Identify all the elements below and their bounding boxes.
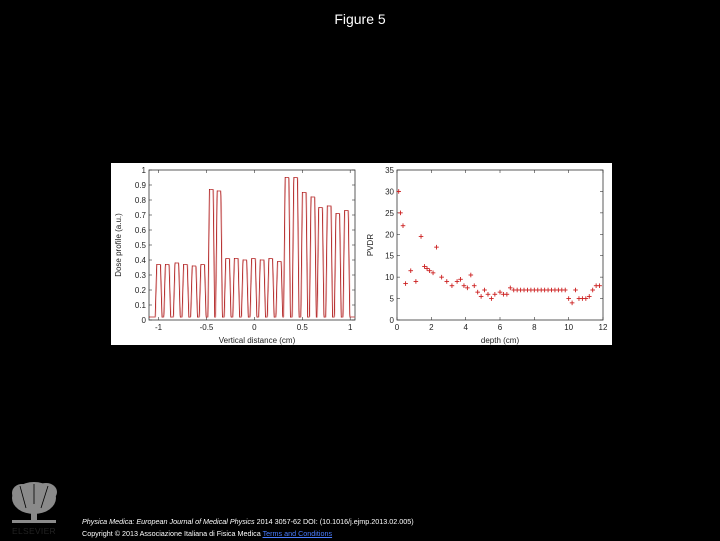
pvdr-point <box>566 296 571 301</box>
figure-panel: Dose profile (a.u.) Vertical distance (c… <box>111 163 612 345</box>
left-chart-ylabel: Dose profile (a.u.) <box>114 213 123 277</box>
chart1-xtick-label: 4 <box>463 323 468 332</box>
journal-name: Physica Medica: European Journal of Medi… <box>82 517 255 526</box>
pvdr-point <box>413 279 419 284</box>
pvdr-point <box>489 296 494 301</box>
pvdr-point <box>461 283 467 289</box>
pvdr-point <box>422 264 427 269</box>
pvdr-point <box>482 287 487 293</box>
chart1-xtick-label: 0 <box>395 323 400 332</box>
chart1-xtick-label: 10 <box>564 323 573 332</box>
chart1-ytick-label: 25 <box>385 209 394 218</box>
citation-text: 2014 3057-62 DOI: (10.1016/j.ejmp.2013.0… <box>254 517 414 526</box>
chart1-ytick-label: 20 <box>385 230 394 239</box>
terms-link[interactable]: Terms and Conditions <box>262 529 333 538</box>
pvdr-point <box>573 287 578 293</box>
pvdr-point <box>504 291 510 297</box>
chart0-ytick-label: 0.3 <box>135 271 147 280</box>
slide-title: Figure 5 <box>334 11 386 27</box>
chart1-ytick-label: 10 <box>385 273 394 282</box>
chart0-ytick-label: 0.9 <box>135 181 147 190</box>
chart0-ytick-label: 0.4 <box>135 256 147 265</box>
pvdr-point <box>430 270 436 276</box>
pvdr-point <box>590 287 595 293</box>
chart0-xtick-label: 1 <box>348 323 353 332</box>
elsevier-tree-icon: ELSEVIER <box>6 478 62 536</box>
chart0-xtick-label: -0.5 <box>200 323 214 332</box>
pvdr-point <box>434 244 439 250</box>
copyright-text: Copyright © 2013 Associazione Italiana d… <box>82 529 261 538</box>
pvdr-point <box>400 223 406 229</box>
pvdr-point <box>485 291 491 297</box>
pvdr-point <box>471 283 477 289</box>
chart0-ytick-label: 0 <box>142 316 147 325</box>
right-chart-xlabel: depth (cm) <box>481 336 520 345</box>
left-chart-xlabel: Vertical distance (cm) <box>219 336 296 345</box>
chart1-ytick-label: 5 <box>390 295 395 304</box>
footer: Physica Medica: European Journal of Medi… <box>82 516 414 540</box>
chart1-xtick-label: 2 <box>429 323 434 332</box>
chart1-ytick-label: 30 <box>385 187 394 196</box>
chart0-xtick-label: 0 <box>252 323 257 332</box>
pvdr-point <box>427 268 432 274</box>
pvdr-point <box>424 266 430 271</box>
pvdr-point <box>562 287 568 293</box>
dose-profile-line <box>149 177 355 318</box>
pvdr-point <box>583 296 589 301</box>
svg-text:ELSEVIER: ELSEVIER <box>12 526 56 536</box>
pvdr-point <box>396 189 402 194</box>
pvdr-point <box>597 283 602 289</box>
chart0-ytick-label: 0.7 <box>135 211 147 220</box>
chart0-xtick-label: -1 <box>155 323 163 332</box>
pvdr-point <box>492 291 498 297</box>
chart0-ytick-label: 0.8 <box>135 196 147 205</box>
elsevier-logo: ELSEVIER <box>6 478 62 536</box>
chart1-xtick-label: 12 <box>599 323 608 332</box>
pvdr-point <box>444 279 450 284</box>
chart1-ytick-label: 15 <box>385 252 394 261</box>
pvdr-point <box>439 274 444 280</box>
chart0-ytick-label: 1 <box>142 166 147 175</box>
right-chart-ylabel: PVDR <box>366 234 375 256</box>
chart0-xtick-label: 0.5 <box>297 323 309 332</box>
pvdr-point <box>418 234 424 239</box>
pvdr-point <box>449 283 455 289</box>
pvdr-point <box>569 300 575 306</box>
chart0-ytick-label: 0.5 <box>135 241 147 250</box>
pvdr-point <box>475 289 480 295</box>
chart0-ytick-label: 0.1 <box>135 301 147 310</box>
chart1-ytick-label: 35 <box>385 166 394 175</box>
dose-profile-line-shadow <box>149 177 356 318</box>
pvdr-point <box>398 210 403 216</box>
pvdr-point <box>408 268 414 274</box>
pvdr-point <box>465 285 470 291</box>
pvdr-point <box>403 281 408 286</box>
pvdr-point <box>508 285 513 291</box>
chart0-ytick-label: 0.2 <box>135 286 147 295</box>
figure-canvas: Dose profile (a.u.) Vertical distance (c… <box>114 166 608 345</box>
chart1-xtick-label: 6 <box>498 323 503 332</box>
pvdr-point <box>468 272 474 278</box>
citation-line: Physica Medica: European Journal of Medi… <box>82 516 414 528</box>
chart1-ytick-label: 0 <box>390 316 395 325</box>
pvdr-point <box>458 276 463 282</box>
pvdr-point <box>497 289 503 295</box>
pvdr-point <box>478 294 484 299</box>
chart1-plot-frame <box>396 169 604 321</box>
chart0-ytick-label: 0.6 <box>135 226 147 235</box>
copyright-line: Copyright © 2013 Associazione Italiana d… <box>82 528 414 540</box>
chart1-xtick-label: 8 <box>532 323 537 332</box>
pvdr-point <box>454 279 460 284</box>
pvdr-point <box>586 294 592 299</box>
